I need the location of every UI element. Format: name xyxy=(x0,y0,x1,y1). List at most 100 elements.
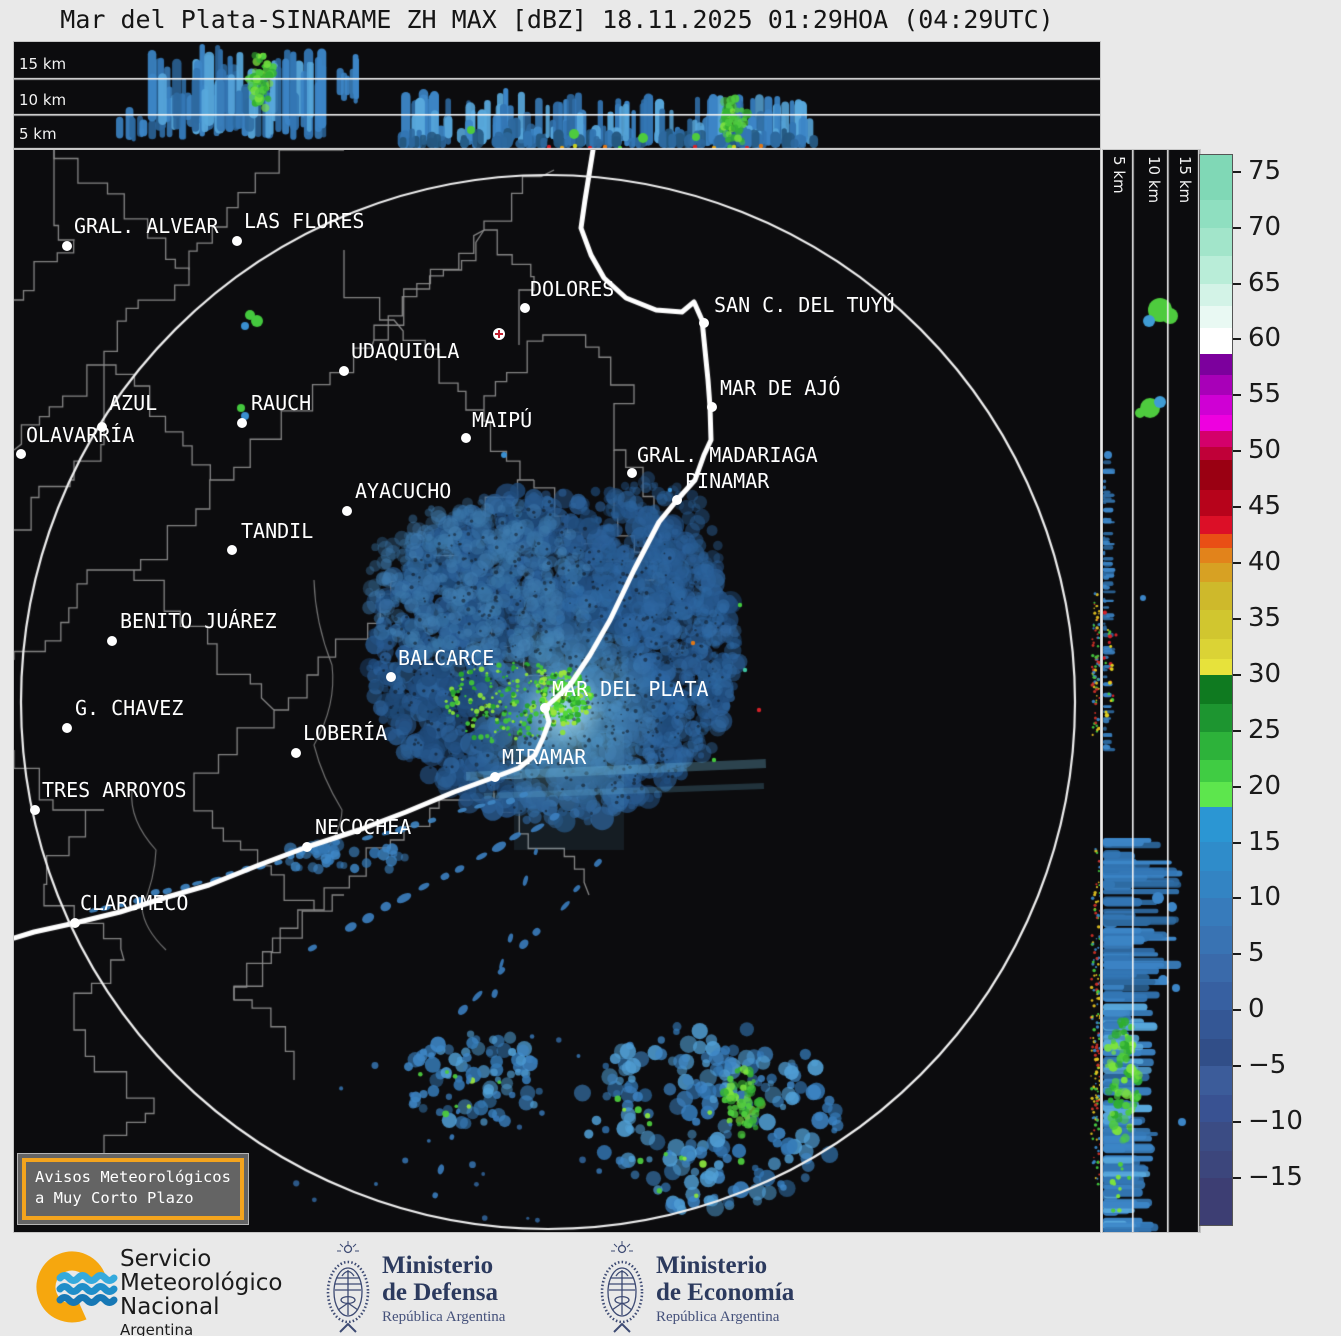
city-label: SAN C. DEL TUYÚ xyxy=(714,293,895,317)
colorbar-tick-label: 45 xyxy=(1248,490,1282,521)
defensa-line-2: de Defensa xyxy=(382,1279,498,1306)
colorbar-tick-label: 40 xyxy=(1248,546,1282,577)
colorbar-tick xyxy=(1233,1065,1241,1068)
city-dot xyxy=(339,366,349,376)
colorbar-tick xyxy=(1233,1121,1241,1124)
defensa-wordmark: Ministerio de Defensa República Argentin… xyxy=(382,1252,505,1326)
colorbar-tick-label: 55 xyxy=(1248,379,1282,410)
colorbar-segment xyxy=(1200,415,1232,432)
colorbar-segment xyxy=(1200,781,1232,807)
colorbar-segment xyxy=(1200,1121,1232,1151)
colorbar-segment xyxy=(1200,1150,1232,1178)
radar-map: GRAL. ALVEAR LAS FLORES DOLORES SAN C. DEL … xyxy=(13,149,1101,1233)
city-label: UDAQUIOLA xyxy=(351,339,460,363)
city-dot xyxy=(97,422,107,432)
right-axis-label-2: 15 km xyxy=(1176,156,1195,204)
right-height-profile: 5 km 10 km 15 km xyxy=(1102,149,1201,1233)
colorbar-segment xyxy=(1200,375,1232,396)
colorbar-segment xyxy=(1200,954,1232,983)
defensa-coat-of-arms-icon xyxy=(326,1241,370,1333)
city-dot xyxy=(490,772,500,782)
city-dot xyxy=(232,236,242,246)
colorbar-segment xyxy=(1200,199,1232,228)
smn-wordmark: Servicio Meteorológico Nacional Argentin… xyxy=(120,1247,282,1336)
smn-logo-icon xyxy=(36,1251,118,1323)
colorbar-tick-label: 35 xyxy=(1248,602,1282,633)
colorbar-tick-label: −15 xyxy=(1248,1161,1303,1192)
colorbar-tick xyxy=(1233,338,1241,341)
colorbar-tick-label: −5 xyxy=(1248,1049,1287,1080)
warning-line-2: a Muy Corto Plazo xyxy=(35,1189,194,1207)
colorbar-segment xyxy=(1200,460,1232,491)
colorbar-tick xyxy=(1233,673,1241,676)
colorbar-tick xyxy=(1233,617,1241,620)
colorbar-segment xyxy=(1200,1094,1232,1122)
colorbar-segment xyxy=(1200,1065,1232,1095)
colorbar-tick-label: 50 xyxy=(1248,435,1282,466)
colorbar-segment xyxy=(1200,703,1232,732)
city-dot xyxy=(386,672,396,682)
colorbar-segment xyxy=(1200,1009,1232,1040)
city-label: OLAVARRÍA xyxy=(26,423,135,447)
colorbar-segment xyxy=(1200,328,1232,354)
city-dot xyxy=(707,402,717,412)
colorbar-tick xyxy=(1233,785,1241,788)
city-label: G. CHAVEZ xyxy=(75,696,184,720)
colorbar-tick xyxy=(1233,897,1241,900)
colorbar-tick-label: 30 xyxy=(1248,658,1282,689)
colorbar-segment xyxy=(1200,731,1232,760)
colorbar-segment xyxy=(1200,255,1232,284)
city-label: PINAMAR xyxy=(685,469,770,493)
colorbar-segment xyxy=(1200,283,1232,306)
right-axis-label-0: 5 km xyxy=(1110,156,1129,194)
colorbar-tick-label: 75 xyxy=(1248,155,1282,186)
colorbar-tick xyxy=(1233,226,1241,229)
colorbar-tick-label: 60 xyxy=(1248,323,1282,354)
right-profile-canvas xyxy=(1103,150,1200,1232)
station-marker xyxy=(493,328,505,340)
smn-line-3: Nacional xyxy=(120,1294,220,1320)
top-profile-canvas xyxy=(14,42,1100,150)
colorbar-segment xyxy=(1200,490,1232,516)
page-title: Mar del Plata-SINARAME ZH MAX [dBZ] 18.1… xyxy=(60,5,1054,34)
colorbar-segment xyxy=(1200,515,1232,534)
colorbar-tick xyxy=(1233,282,1241,285)
colorbar-segment xyxy=(1200,806,1232,843)
colorbar-segment xyxy=(1200,155,1232,200)
defensa-line-1: Ministerio xyxy=(382,1252,494,1279)
colorbar-segment xyxy=(1200,353,1232,376)
city-dot xyxy=(30,805,40,815)
city-label: NECOCHEA xyxy=(315,815,412,839)
city-label: CLAROMECO xyxy=(80,891,189,915)
economia-line-1: Ministerio xyxy=(656,1252,768,1279)
top-height-profile: 15 km 10 km 5 km xyxy=(13,41,1101,151)
colorbar-tick-label: −10 xyxy=(1248,1105,1303,1136)
colorbar-tick xyxy=(1233,729,1241,732)
colorbar-segment xyxy=(1200,562,1232,582)
warning-box[interactable]: Avisos Meteorológicos a Muy Corto Plazo xyxy=(17,1153,249,1225)
colorbar-tick xyxy=(1233,450,1241,453)
city-dot xyxy=(672,495,682,505)
colorbar-tick-label: 15 xyxy=(1248,826,1282,857)
city-label: DOLORES xyxy=(530,277,615,301)
colorbar-segment xyxy=(1200,659,1232,675)
top-axis-label-1: 10 km xyxy=(19,91,67,110)
colorbar-segment xyxy=(1200,533,1232,549)
colorbar-tick-label: 20 xyxy=(1248,770,1282,801)
colorbar-segment xyxy=(1200,898,1232,927)
colorbar-tick-label: 25 xyxy=(1248,714,1282,745)
colorbar-tick xyxy=(1233,953,1241,956)
top-axis-label-0: 15 km xyxy=(19,54,67,73)
economia-line-3: República Argentina xyxy=(656,1309,780,1325)
colorbar-tick-label: 70 xyxy=(1248,211,1282,242)
colorbar-segment xyxy=(1200,227,1232,256)
economia-wordmark: Ministerio de Economía República Argenti… xyxy=(656,1252,794,1326)
smn-line-2: Meteorológico xyxy=(120,1270,283,1296)
colorbar-segment xyxy=(1200,926,1232,955)
city-label: MAIPÚ xyxy=(472,408,533,432)
city-dot xyxy=(16,449,26,459)
colorbar-segment xyxy=(1200,609,1232,639)
warning-line-1: Avisos Meteorológicos xyxy=(35,1168,231,1186)
city-dot xyxy=(62,241,72,251)
